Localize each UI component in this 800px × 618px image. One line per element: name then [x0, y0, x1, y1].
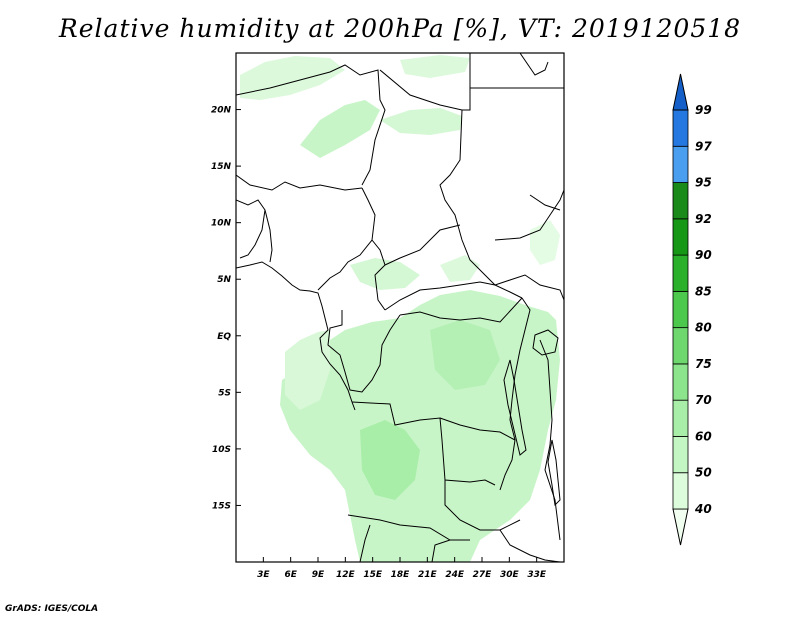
lake-malawi: [547, 439, 561, 507]
border-libya: [379, 53, 471, 111]
border-zambia: [444, 480, 521, 531]
x-tick-label: 12E: [336, 570, 356, 580]
humidity-patch-darker-2: [430, 320, 500, 390]
country-borders: [236, 53, 564, 562]
colorbar-label: 95: [695, 176, 712, 190]
border-nile: [494, 189, 564, 241]
y-tick-label: 5N: [217, 275, 231, 285]
humidity-patch-north-1: [300, 100, 380, 158]
border-car-chad: [384, 224, 461, 266]
x-tick-label: 9E: [312, 570, 325, 580]
lake-tanganyika: [503, 359, 527, 456]
colorbar-label: 60: [695, 429, 712, 443]
x-tick-label: 27E: [473, 570, 493, 580]
border-angola-south: [347, 514, 470, 541]
colorbar-bin: [672, 436, 689, 474]
chart-title: Relative humidity at 200hPa [%], VT: 201…: [58, 14, 742, 43]
border-car-south: [384, 281, 523, 311]
humidity-patch-north-2: [380, 108, 462, 135]
border-cameroon-car: [371, 239, 386, 311]
border-west-africa: [236, 199, 266, 259]
y-axis: 20N 15N 10N 5N EQ 5S 10S 15S: [211, 106, 241, 511]
x-tick-label: 6E: [284, 570, 297, 580]
x-tick-label: 18E: [391, 570, 411, 580]
colorbar-label: 50: [695, 466, 712, 480]
colorbar-label: 80: [695, 321, 712, 335]
coast-egypt-red-sea: [519, 53, 549, 76]
border-namibia: [359, 524, 371, 562]
border-mozambique: [499, 529, 561, 562]
footer-credit: GrADS: IGES/COLA: [5, 604, 99, 614]
colorbar-bin: [672, 472, 689, 510]
y-tick-label: 15S: [212, 501, 231, 511]
colorbar-bin: [672, 182, 689, 220]
colorbar-bin: [672, 327, 689, 365]
x-tick-label: 30E: [500, 570, 520, 580]
y-tick-label: 15N: [211, 162, 232, 172]
x-tick-label: 3E: [257, 570, 270, 580]
y-tick-label: 10S: [212, 445, 231, 455]
border-drc-east: [499, 297, 531, 491]
y-tick-label: 10N: [211, 219, 232, 229]
border-eritrea: [529, 194, 561, 211]
border-botswana: [431, 539, 451, 562]
humidity-patch-east-2: [530, 220, 560, 265]
colorbar-label: 90: [695, 248, 712, 262]
humidity-patch-sahel: [350, 258, 420, 290]
border-nigeria-cameroon: [317, 187, 376, 291]
colorbar-lower-extension: [672, 508, 689, 546]
border-drc-south: [439, 417, 516, 441]
colorbar-label: 75: [695, 357, 712, 371]
colorbar-label: 85: [695, 284, 712, 298]
colorbar-label: 97: [695, 139, 712, 153]
border-east-africa: [494, 274, 564, 301]
humidity-patch-north-4: [400, 55, 470, 78]
colorbar-label: 92: [695, 212, 712, 226]
colorbar-label: 40: [694, 502, 712, 516]
colorbar-bin: [672, 218, 689, 256]
humidity-patch-east: [440, 255, 480, 282]
colorbar-label: 70: [695, 393, 712, 407]
colorbar-bin: [672, 109, 689, 147]
y-tick-label: 5S: [218, 388, 231, 398]
x-axis: 3E 6E 9E 12E 15E 18E 21E 24E 27E 30E 33E: [257, 557, 547, 580]
border-angola: [351, 401, 496, 486]
colorbar-bin: [672, 399, 689, 437]
humidity-patch-west-coast: [285, 330, 330, 410]
border-drc-north: [399, 297, 523, 323]
humidity-patch-north-3: [240, 56, 345, 100]
colorbar-upper-extension: [672, 73, 689, 111]
colorbar-bin: [672, 363, 689, 401]
x-tick-label: 33E: [527, 570, 547, 580]
x-tick-label: 15E: [363, 570, 383, 580]
x-tick-label: 21E: [418, 570, 438, 580]
y-tick-label: 20N: [211, 106, 232, 116]
lake-victoria: [532, 329, 559, 356]
border-benin: [264, 209, 273, 263]
x-tick-label: 24E: [445, 570, 465, 580]
y-tick-label: EQ: [217, 332, 231, 342]
border-niger-nigeria: [236, 174, 363, 191]
border-congo: [327, 310, 401, 393]
coastline-west: [236, 261, 356, 411]
border-chad-sudan: [439, 109, 496, 286]
colorbar-bin: [672, 145, 689, 183]
colorbar-label: 99: [695, 103, 712, 117]
colorbar: 40 50 60 70 75 80 85 90 92 95 97 99: [672, 73, 712, 546]
border-sahara: [236, 64, 386, 186]
colorbar-bin: [672, 290, 689, 329]
humidity-patch-darker: [360, 420, 420, 500]
colorbar-bin: [672, 254, 689, 292]
